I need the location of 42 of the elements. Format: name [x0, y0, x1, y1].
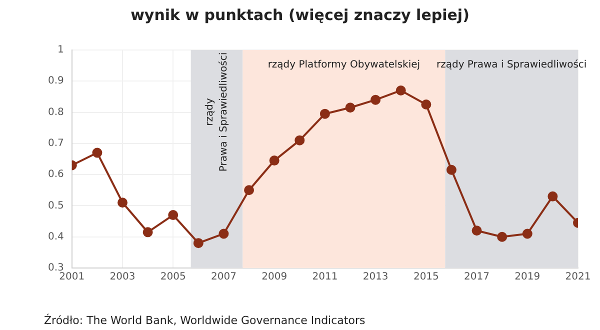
text: Źródło: The World Bank, Worldwide Governance Indicators — [44, 314, 366, 327]
point — [370, 94, 381, 105]
y-tick-label: 0.4 — [48, 231, 64, 242]
y-tick-label: 0.7 — [48, 138, 64, 150]
y-tick-label: 0.8 — [48, 106, 64, 118]
point — [548, 191, 558, 202]
band-label: rządy Prawa i Sprawiedliwości — [436, 58, 587, 71]
x-tick-label: 2011 — [312, 272, 338, 283]
point — [92, 148, 102, 158]
x-tick-label: 2013 — [362, 272, 388, 283]
point — [396, 85, 406, 96]
point — [446, 164, 456, 175]
point — [522, 228, 532, 239]
point — [244, 185, 254, 196]
band-label: rządy Platformy Obywatelskiej — [268, 60, 420, 71]
x-tick-label: 2017 — [464, 272, 490, 283]
x-tick-label: 2009 — [262, 272, 288, 283]
point — [320, 108, 330, 119]
point — [294, 135, 305, 146]
point — [193, 238, 204, 248]
x-tick-label: 2005 — [160, 272, 186, 283]
point — [218, 228, 229, 239]
point — [421, 100, 432, 110]
chart-subtitle: wynik w punktach (więcej znaczy lepiej) — [130, 6, 470, 24]
x-tick-label: 2007 — [211, 272, 236, 283]
y-tick-label: 1 — [58, 44, 64, 56]
point — [118, 198, 128, 208]
x-tick-label: 2021 — [565, 272, 591, 283]
x-tick-label: 2001 — [59, 272, 85, 283]
x-tick-label: 2003 — [110, 272, 136, 283]
x-tick-label: 2019 — [514, 272, 540, 283]
point — [142, 227, 153, 238]
point — [497, 232, 508, 242]
y-tick-label: 0.9 — [48, 76, 64, 87]
point — [168, 210, 178, 220]
point — [269, 156, 280, 166]
point — [472, 226, 482, 236]
y-tick-label: 0.6 — [48, 169, 64, 180]
y-tick-label: 0.5 — [48, 200, 64, 212]
point — [345, 102, 356, 113]
band-label: rządy Prawa i Sprawiedliwości — [204, 52, 230, 172]
x-tick-label: 2015 — [413, 272, 439, 283]
